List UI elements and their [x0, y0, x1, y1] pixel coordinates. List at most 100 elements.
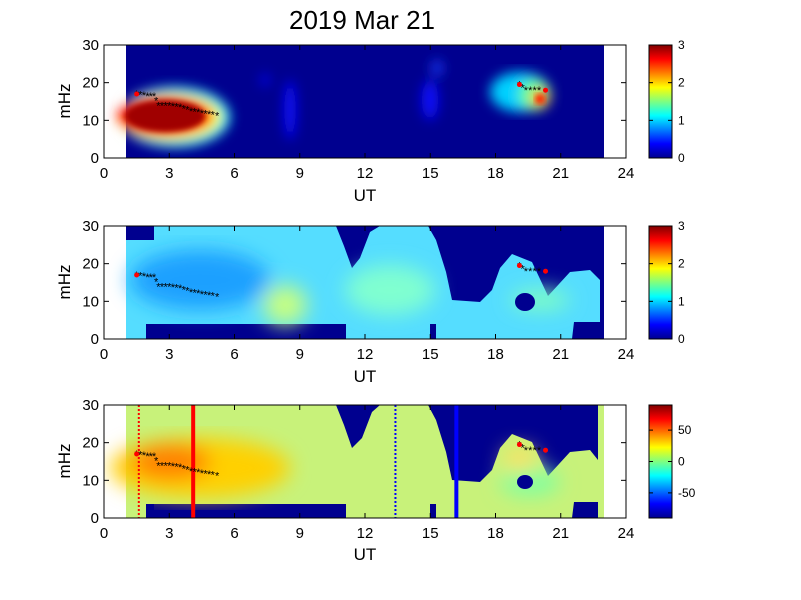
peak-track-marker: *	[154, 96, 159, 108]
y-tick-label: 0	[91, 150, 99, 167]
panel-top: ****************************** 036912151…	[55, 37, 685, 205]
colorbar-tick-label: -50	[678, 486, 696, 500]
peak-track-marker: *	[189, 466, 194, 478]
peak-track-marker: *	[185, 286, 190, 298]
peak-track-marker: *	[203, 289, 208, 301]
peak-marker-point	[543, 447, 549, 453]
peak-track-marker: *	[154, 456, 159, 468]
x-tick-label: 3	[165, 346, 173, 363]
peak-track-marker: *	[200, 289, 205, 301]
peak-track-marker: *	[145, 272, 150, 284]
y-tick-label: 10	[82, 472, 99, 489]
x-tick-label: 21	[552, 346, 569, 363]
peak-track-marker: *	[160, 460, 165, 472]
peak-track-marker: *	[524, 445, 529, 457]
peak-track-marker: *	[200, 468, 205, 480]
panel-middle: ****************************** 036912151…	[55, 218, 685, 386]
peak-track-marker: *	[171, 101, 176, 113]
peak-track-marker: *	[178, 283, 183, 295]
x-tick-label: 6	[230, 165, 238, 182]
y-tick-label: 10	[82, 112, 99, 129]
x-tick-label: 15	[422, 525, 439, 542]
x-tick-label: 12	[357, 525, 374, 542]
peak-track-marker: *	[203, 468, 208, 480]
colorbar-middle: 0 1 2 3	[648, 219, 685, 346]
peak-track-marker: *	[142, 90, 147, 102]
peak-track-marker: *	[174, 462, 179, 474]
peak-track-top: ******************************	[134, 80, 549, 123]
x-tick-label: 15	[422, 346, 439, 363]
peak-track-marker: *	[211, 291, 216, 303]
peak-track-marker: *	[152, 91, 157, 103]
x-tick-label: 0	[100, 525, 108, 542]
peak-track-marker: *	[163, 100, 168, 112]
colorbar-frame	[648, 44, 673, 159]
ylabel-bottom: mHz	[55, 444, 74, 479]
x-tick-label: 3	[165, 165, 173, 182]
y-tick-label: 30	[82, 37, 99, 54]
x-tick-label: 3	[165, 525, 173, 542]
colorbar-top: 0 1 2 3	[648, 38, 685, 165]
colorbar-tick-label: 3	[678, 219, 685, 233]
peak-track-marker: *	[163, 281, 168, 293]
peak-track-marker: *	[138, 450, 143, 462]
x-tick-label: 6	[230, 346, 238, 363]
peak-track-marker: *	[171, 461, 176, 473]
peak-track-marker: *	[156, 100, 161, 112]
peak-track-marker: *	[145, 451, 150, 463]
peak-marker-point	[516, 82, 522, 88]
colorbar-tick-label: 2	[678, 76, 685, 90]
x-tick-label: 18	[487, 165, 504, 182]
peak-marker-point	[134, 91, 140, 97]
y-tick-label: 0	[91, 510, 99, 527]
peak-track-marker: *	[211, 110, 216, 122]
x-tick-label: 0	[100, 346, 108, 363]
peak-track-marker: *	[174, 283, 179, 295]
peak-track-marker: *	[154, 277, 159, 289]
peak-track-marker: *	[215, 471, 220, 483]
peak-track-marker: *	[528, 445, 533, 457]
peak-track-marker: *	[528, 85, 533, 97]
peak-track-marker: *	[215, 111, 220, 123]
panel-bottom: ****************************** 0 3 6 9 12 15 1…	[55, 397, 696, 564]
y-tick-label: 0	[91, 331, 99, 348]
colorbar-tick-label: 1	[678, 294, 685, 308]
peak-track-marker: *	[207, 290, 212, 302]
peak-track-marker: *	[160, 281, 165, 293]
peak-track-marker: *	[533, 445, 538, 457]
peak-track-marker: *	[182, 463, 187, 475]
heatmap-top	[104, 45, 626, 158]
x-tick-label: 24	[618, 346, 635, 363]
peak-track-marker: *	[189, 106, 194, 118]
colorbar-tick-label: 0	[678, 455, 685, 469]
x-tick-label: 6	[230, 525, 238, 542]
peak-track-marker: *	[203, 108, 208, 120]
colorbar-frame	[648, 225, 673, 340]
peak-track-marker: *	[537, 266, 542, 278]
peak-track-marker: *	[207, 469, 212, 481]
peak-track-marker: *	[167, 460, 172, 472]
peak-track-marker: *	[145, 91, 150, 103]
peak-track-marker: *	[167, 281, 172, 293]
peak-track-marker: *	[163, 460, 168, 472]
ticks-top: 0 3 6 9 12 15 18 21 24 0 10 20 30	[82, 37, 634, 182]
peak-track-bottom: ******************************	[134, 440, 549, 483]
colorbar-tick-label: 0	[678, 151, 685, 165]
peak-marker-point	[543, 268, 549, 274]
colorbar-gradient	[649, 45, 672, 158]
x-tick-label: 18	[487, 525, 504, 542]
peak-track-marker: *	[200, 108, 205, 120]
x-tick-label: 12	[357, 346, 374, 363]
peak-marker-point	[516, 442, 522, 448]
peak-track-marker: *	[521, 263, 526, 275]
peak-marker-point	[134, 272, 140, 278]
y-tick-label: 30	[82, 397, 99, 414]
colorbar-tick-label: 3	[678, 38, 685, 52]
peak-track-marker: *	[192, 288, 197, 300]
x-tick-label: 9	[296, 165, 304, 182]
peak-track-marker: *	[182, 284, 187, 296]
peak-track-marker: *	[142, 450, 147, 462]
peak-track-marker: *	[521, 82, 526, 94]
peak-marker-point	[543, 87, 549, 93]
